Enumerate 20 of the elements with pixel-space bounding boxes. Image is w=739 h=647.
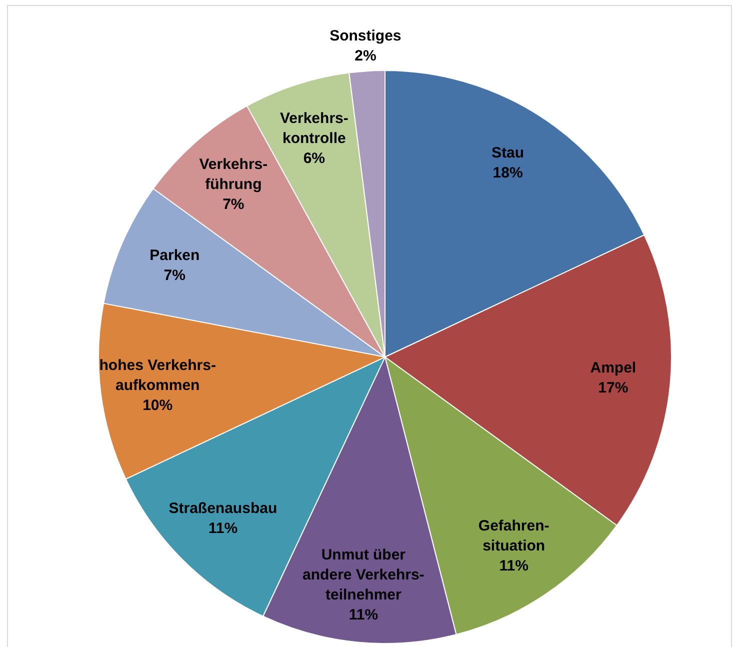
slice-label: Verkehrs- führung <box>199 156 268 194</box>
data-label: 7% <box>164 267 186 284</box>
data-label: 17% <box>598 380 628 397</box>
data-label: 2% <box>354 47 376 64</box>
data-label: 6% <box>303 150 326 168</box>
slice-label: Unmut über andere Verkehrs- teilnehmer <box>302 546 424 604</box>
slice-label: hohes Verkehrs- aufkommen <box>99 356 216 394</box>
slice-label: Ampel <box>590 360 636 377</box>
data-label: 11% <box>499 558 528 575</box>
data-label: 10% <box>142 396 173 414</box>
data-label: 18% <box>492 164 523 182</box>
slice-label: Verkehrs- kontrolle <box>280 110 348 148</box>
slice-label: Gefahren- situation <box>478 518 550 555</box>
slice-label: Sonstiges <box>330 27 402 44</box>
data-label: 11% <box>348 606 378 624</box>
slice-label: Stau <box>492 144 524 162</box>
slice-label: Parken <box>150 247 200 264</box>
data-label: 7% <box>222 196 244 214</box>
data-label: 11% <box>208 520 238 538</box>
slice-label: Straßenausbau <box>168 500 278 518</box>
